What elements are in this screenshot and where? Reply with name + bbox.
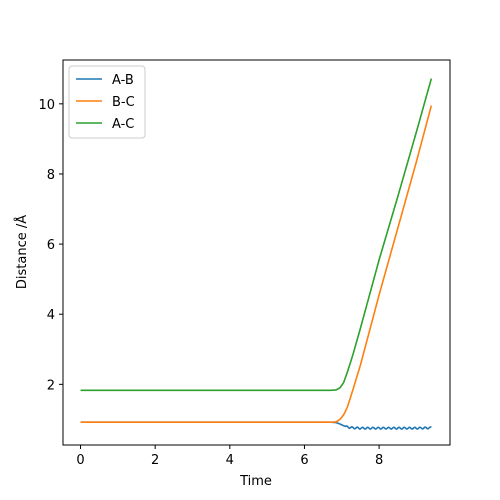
legend-label: A-C bbox=[112, 117, 134, 132]
legend-label: A-B bbox=[112, 73, 134, 88]
y-tick-label: 6 bbox=[47, 238, 55, 253]
y-tick-label: 8 bbox=[47, 168, 55, 183]
series-line-b-c bbox=[80, 105, 433, 424]
legend-box bbox=[68, 65, 146, 139]
y-axis-label: Distance /Å bbox=[14, 215, 30, 289]
x-tick-label: 4 bbox=[226, 453, 234, 468]
x-tick-label: 8 bbox=[375, 453, 383, 468]
y-tick-label: 2 bbox=[47, 378, 55, 393]
plot-lines bbox=[80, 78, 433, 430]
x-tick-label: 0 bbox=[76, 453, 84, 468]
legend-label: B-C bbox=[112, 95, 135, 110]
x-tick-label: 2 bbox=[151, 453, 159, 468]
y-tick-label: 10 bbox=[38, 98, 55, 113]
legend: A-B B-C A-C bbox=[68, 65, 146, 139]
axis-ticks: 0 2 4 6 8 2 4 6 8 10 bbox=[38, 98, 383, 468]
x-axis-label: Time bbox=[239, 474, 272, 489]
x-tick-label: 6 bbox=[300, 453, 308, 468]
y-tick-label: 4 bbox=[47, 308, 55, 323]
series-line-a-c bbox=[80, 78, 433, 392]
axes-frame bbox=[62, 59, 451, 446]
